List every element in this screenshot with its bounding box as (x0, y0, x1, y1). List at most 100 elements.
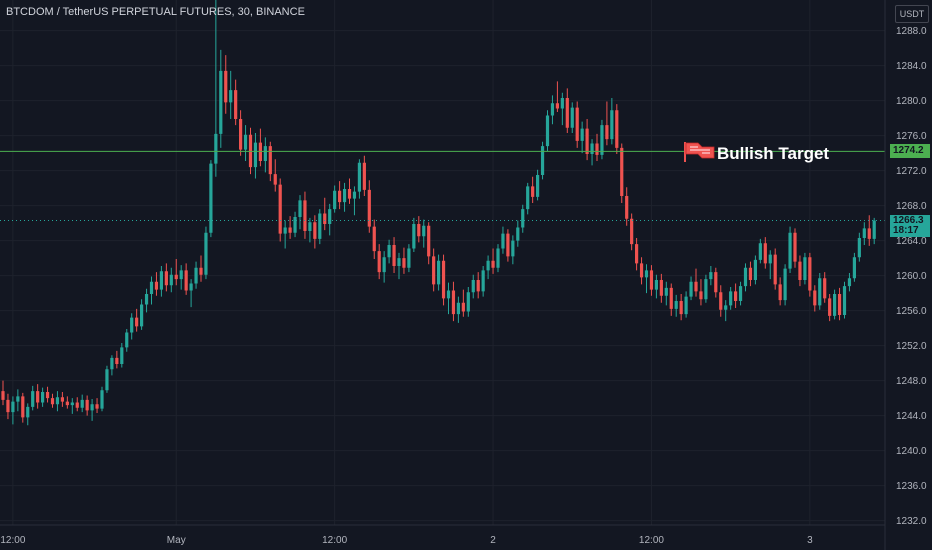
candle (773, 248, 777, 290)
candle (169, 267, 173, 293)
candle-body (828, 298, 832, 316)
candle (100, 386, 104, 412)
price-axis[interactable] (885, 0, 932, 550)
candle (451, 281, 456, 322)
candle (743, 263, 748, 292)
candle-body (486, 260, 490, 271)
candle-body (738, 286, 743, 301)
candle-body (149, 281, 154, 294)
candle-body (461, 302, 465, 312)
candle (590, 139, 594, 166)
candle (125, 329, 129, 352)
candle (635, 238, 639, 271)
candle-body (813, 290, 817, 306)
candle-body (590, 143, 594, 154)
candle-body (570, 107, 574, 128)
candle (149, 276, 154, 305)
candle-body (412, 224, 416, 249)
candle-body (85, 399, 89, 411)
candle-body (466, 292, 470, 312)
candle (105, 365, 109, 393)
candle-body (372, 226, 376, 252)
candle-body (387, 245, 391, 258)
candle-body (135, 317, 139, 327)
candle (402, 247, 406, 274)
candle-body (560, 98, 564, 109)
candle (555, 81, 559, 112)
candle-body (709, 272, 713, 280)
candle (184, 263, 188, 295)
candle (659, 273, 663, 303)
y-tick-label: 1276.0 (896, 131, 927, 142)
candle-body (432, 256, 436, 285)
candle-body (6, 399, 10, 413)
candle-body (550, 103, 555, 116)
candle (491, 248, 495, 274)
candle (328, 203, 332, 236)
candle-body (605, 125, 609, 140)
candle (179, 265, 183, 290)
bullish-target-label[interactable]: Bullish Target (717, 144, 830, 163)
candle (496, 244, 500, 273)
candle (857, 232, 861, 262)
candle-body (565, 98, 569, 128)
candle (813, 285, 817, 312)
candle (6, 393, 10, 420)
candle-body (778, 284, 782, 301)
candle (362, 155, 366, 196)
candle-body (644, 270, 649, 278)
candle (545, 110, 550, 152)
candle (862, 222, 866, 245)
candle-body (610, 110, 614, 140)
candle-body (867, 228, 871, 239)
candle (714, 267, 718, 298)
candle (748, 261, 753, 287)
candle-body (60, 397, 64, 402)
candle (610, 98, 614, 145)
candle-body (323, 213, 327, 224)
candle-body (16, 396, 20, 402)
candle-body (179, 270, 183, 280)
candle (283, 220, 287, 249)
candle-body (837, 294, 842, 315)
candle (253, 133, 258, 179)
candle (872, 217, 876, 245)
candle (516, 220, 520, 247)
candle (55, 391, 60, 412)
candle-body (793, 232, 797, 262)
candle (476, 272, 480, 299)
candle-body (263, 146, 267, 161)
candle-body (679, 301, 683, 315)
candle-body (154, 281, 159, 290)
candle-body (422, 225, 426, 237)
candle (778, 277, 782, 306)
candle-body (674, 301, 678, 309)
candle-body (516, 227, 520, 241)
y-tick-label: 1232.0 (896, 516, 927, 527)
candle-body (704, 279, 708, 300)
candle (333, 185, 337, 213)
candle (709, 266, 713, 286)
candle-body (392, 245, 396, 266)
candle (115, 350, 119, 369)
candle-body (55, 397, 60, 405)
candle-body (857, 238, 861, 258)
candle (214, 0, 218, 177)
candle (639, 257, 644, 285)
candle (268, 141, 272, 182)
candle-body (308, 222, 312, 231)
candle-body (95, 404, 99, 409)
candle (347, 178, 352, 204)
candle (243, 125, 248, 161)
candle (560, 92, 564, 126)
candle (278, 178, 282, 242)
currency-button[interactable]: USDT (895, 5, 929, 23)
candle (729, 287, 733, 310)
candle-body (872, 220, 876, 239)
candle (847, 273, 852, 292)
candle (837, 287, 842, 321)
candle-body (437, 260, 441, 285)
candle-body (229, 90, 233, 103)
